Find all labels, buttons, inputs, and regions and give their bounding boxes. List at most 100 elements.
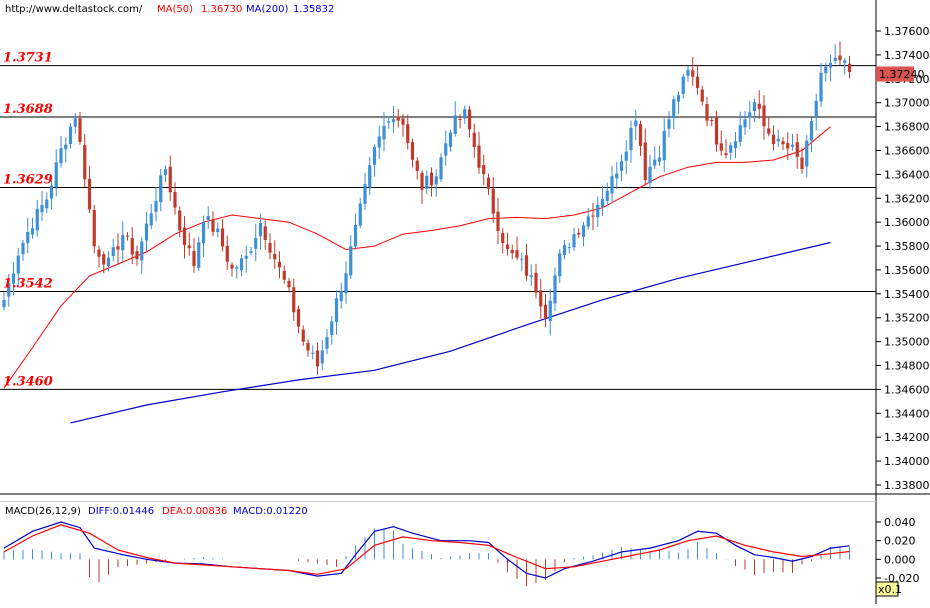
candle [258, 213, 263, 250]
candle [244, 245, 248, 273]
candle-body [372, 146, 377, 165]
candle [78, 112, 82, 145]
candle-body [439, 157, 443, 180]
candle [211, 211, 215, 237]
price-tick-label: 1.35800 [884, 240, 930, 253]
candle [92, 204, 96, 254]
candle-body [363, 184, 367, 204]
candle [743, 110, 747, 135]
candle [125, 232, 130, 241]
candle-body [387, 121, 391, 123]
candle [254, 223, 258, 262]
candle [501, 228, 505, 254]
price-tick-label: 1.36000 [884, 216, 930, 229]
candle [482, 154, 486, 185]
price-tick-label: 1.34800 [884, 360, 930, 373]
candle [771, 125, 776, 151]
candle-body [743, 119, 747, 128]
candle-body [149, 213, 153, 226]
candle-body [216, 228, 220, 233]
candle [847, 55, 852, 78]
candle-body [239, 258, 244, 271]
level-label: 1.3542 [3, 276, 53, 291]
candle [344, 261, 348, 304]
candle [539, 279, 543, 319]
price-tick-label: 1.33800 [884, 479, 930, 492]
candle-body [334, 298, 339, 323]
price-tick-label: 1.36200 [884, 192, 930, 205]
macd-lines [3, 521, 850, 579]
candle [201, 215, 206, 258]
candle [16, 248, 20, 287]
candle-body [135, 251, 139, 260]
candle [349, 235, 353, 280]
candle [653, 146, 657, 170]
candle [306, 339, 310, 357]
candle [691, 57, 695, 86]
candle [648, 154, 652, 189]
candle-body [724, 153, 728, 155]
candle-body [429, 172, 434, 186]
candle [429, 167, 434, 197]
candle [615, 161, 619, 190]
candle [54, 149, 58, 197]
candle-body [581, 225, 586, 237]
candle [21, 239, 25, 261]
macd-macd-value: MACD:0.01220 [233, 506, 308, 517]
ma200-legend-label: MA(200) [246, 4, 288, 15]
candle-body [349, 246, 353, 276]
candle [567, 242, 571, 254]
candle-body [83, 145, 87, 180]
candle [116, 233, 120, 264]
candle-body [838, 55, 842, 61]
candle [353, 213, 358, 250]
candle-body [97, 249, 101, 257]
candle [795, 133, 799, 169]
candle [586, 207, 590, 230]
candle [814, 93, 818, 131]
candle-body [824, 66, 828, 74]
candle-body [463, 109, 467, 119]
candle [458, 113, 462, 129]
candle-body [486, 177, 491, 189]
price-tick-label: 1.37400 [884, 49, 930, 62]
candle [292, 278, 296, 321]
candle-body [819, 72, 823, 102]
candle-body [121, 234, 125, 251]
ma200-legend-value: 1.35832 [293, 4, 334, 15]
candle-body [705, 104, 709, 121]
candle [505, 232, 510, 256]
candle [610, 166, 614, 204]
candle [491, 177, 495, 223]
candle-body [211, 219, 215, 232]
candle-body [600, 199, 605, 208]
candle-body [795, 142, 799, 157]
candle [311, 345, 315, 360]
candle-body [657, 157, 662, 162]
candle-body [49, 185, 54, 199]
candle-body [358, 203, 362, 226]
candle-body [719, 143, 723, 151]
zoom-badge[interactable]: x0.1 [875, 581, 902, 597]
candle-body [558, 253, 562, 277]
candle [287, 277, 291, 293]
candle [472, 123, 476, 158]
candle [562, 239, 567, 260]
candle-body [710, 120, 714, 122]
candle [600, 185, 605, 217]
candle [97, 245, 101, 268]
candle-body [311, 352, 315, 354]
candle-body [301, 329, 305, 342]
macd-dea-value: DEA:0.00836 [162, 506, 227, 517]
candle-body [676, 95, 681, 102]
candle [325, 329, 329, 355]
candle-body [235, 267, 239, 269]
candle [64, 137, 68, 163]
candle-body [572, 234, 576, 248]
macd-histogram [3, 528, 850, 587]
candle-body [140, 241, 144, 261]
candle-body [786, 143, 790, 149]
candle [672, 95, 676, 130]
